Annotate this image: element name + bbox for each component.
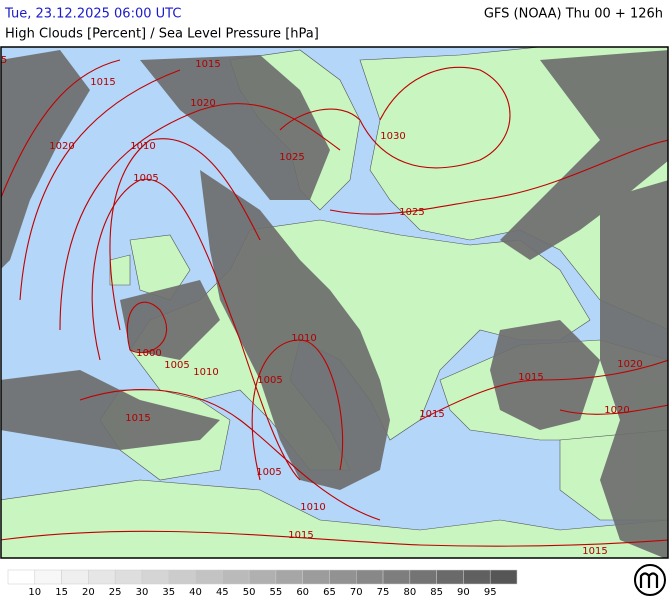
legend-tick-label: 35 (162, 587, 175, 598)
map-frame (0, 46, 669, 559)
legend-tick-label: 50 (243, 587, 256, 598)
legend-swatch (7, 569, 36, 585)
legend-tick-label: 40 (189, 587, 202, 598)
legend-swatch (141, 569, 169, 585)
legend-tick-label: 65 (323, 587, 336, 598)
legend-tick-label: 75 (377, 587, 390, 598)
isobar-label: 1000 (136, 348, 161, 359)
legend: 10 15 20 25 30 35 40 45 50 55 60 65 70 75 80 85 90 95 (7, 569, 518, 598)
legend-swatch (34, 569, 62, 585)
isobar-labels: 5 1015 1015 1020 1020 1010 1005 1025 1030 1025 101… (1, 55, 643, 557)
legend-swatch (195, 569, 223, 585)
isobar-label: 1020 (190, 98, 215, 109)
subtitle: High Clouds [Percent] / Sea Level Pressu… (5, 27, 319, 42)
legend-swatch (329, 569, 357, 585)
legend-swatch (436, 569, 464, 585)
isobar-label: 1025 (279, 152, 304, 163)
legend-swatch (463, 569, 491, 585)
legend-swatch (114, 569, 143, 585)
high-clouds (1, 50, 668, 558)
legend-swatch (356, 569, 384, 585)
isobar-label: 1015 (518, 372, 543, 383)
isobar-label: 1020 (617, 359, 642, 370)
legend-tick-label: 30 (136, 587, 149, 598)
legend-tick-label: 90 (457, 587, 470, 598)
valid-time: Tue, 23.12.2025 06:00 UTC (4, 7, 181, 22)
legend-tick-label: 10 (28, 587, 41, 598)
isobar-label: 1020 (49, 141, 74, 152)
isobar-label: 1015 (582, 546, 607, 557)
legend-tick-label: 20 (82, 587, 95, 598)
model-run: GFS (NOAA) Thu 00 + 126h (484, 7, 663, 22)
legend-swatch (489, 569, 518, 585)
isobar-label: 1025 (399, 207, 424, 218)
isobar-label: 1005 (133, 173, 158, 184)
isobar-label: 5 (1, 55, 7, 66)
legend-swatch (61, 569, 89, 585)
map: 5 1015 1015 1020 1020 1010 1005 1025 1030 1025 101… (1, 47, 668, 558)
isobar-label: 1005 (256, 467, 281, 478)
legend-tick-label: 70 (350, 587, 363, 598)
isobar-label: 1010 (291, 333, 316, 344)
isobar-label: 1015 (288, 530, 313, 541)
legend-swatch (248, 569, 277, 585)
isobar-label: 1020 (604, 405, 629, 416)
legend-tick-label: 15 (55, 587, 68, 598)
isobar-label: 1010 (300, 502, 325, 513)
isobars (1, 59, 668, 547)
legend-tick-label: 80 (403, 587, 416, 598)
legend-swatch (275, 569, 303, 585)
legend-tick-label: 55 (270, 587, 283, 598)
isobar-label: 1015 (419, 409, 444, 420)
legend-tick-label: 60 (296, 587, 309, 598)
legend-tick-label: 85 (430, 587, 443, 598)
isobar-label: 1005 (257, 375, 282, 386)
isobar-label: 1010 (193, 367, 218, 378)
legend-swatch (302, 569, 330, 585)
legend-swatch (382, 569, 411, 585)
isobar-label: 1015 (90, 77, 115, 88)
isobar-label: 1015 (125, 413, 150, 424)
legend-swatch (168, 569, 196, 585)
logo (634, 564, 666, 596)
legend-swatch (88, 569, 116, 585)
isobar-label: 1015 (195, 59, 220, 70)
isobar-label: 1005 (164, 360, 189, 371)
legend-swatch (222, 569, 250, 585)
legend-tick-label: 45 (216, 587, 229, 598)
isobar-label: 1030 (380, 131, 405, 142)
legend-tick-label: 25 (109, 587, 122, 598)
legend-tick-label: 95 (484, 587, 497, 598)
legend-swatch (409, 569, 437, 585)
isobar-label: 1010 (130, 141, 155, 152)
